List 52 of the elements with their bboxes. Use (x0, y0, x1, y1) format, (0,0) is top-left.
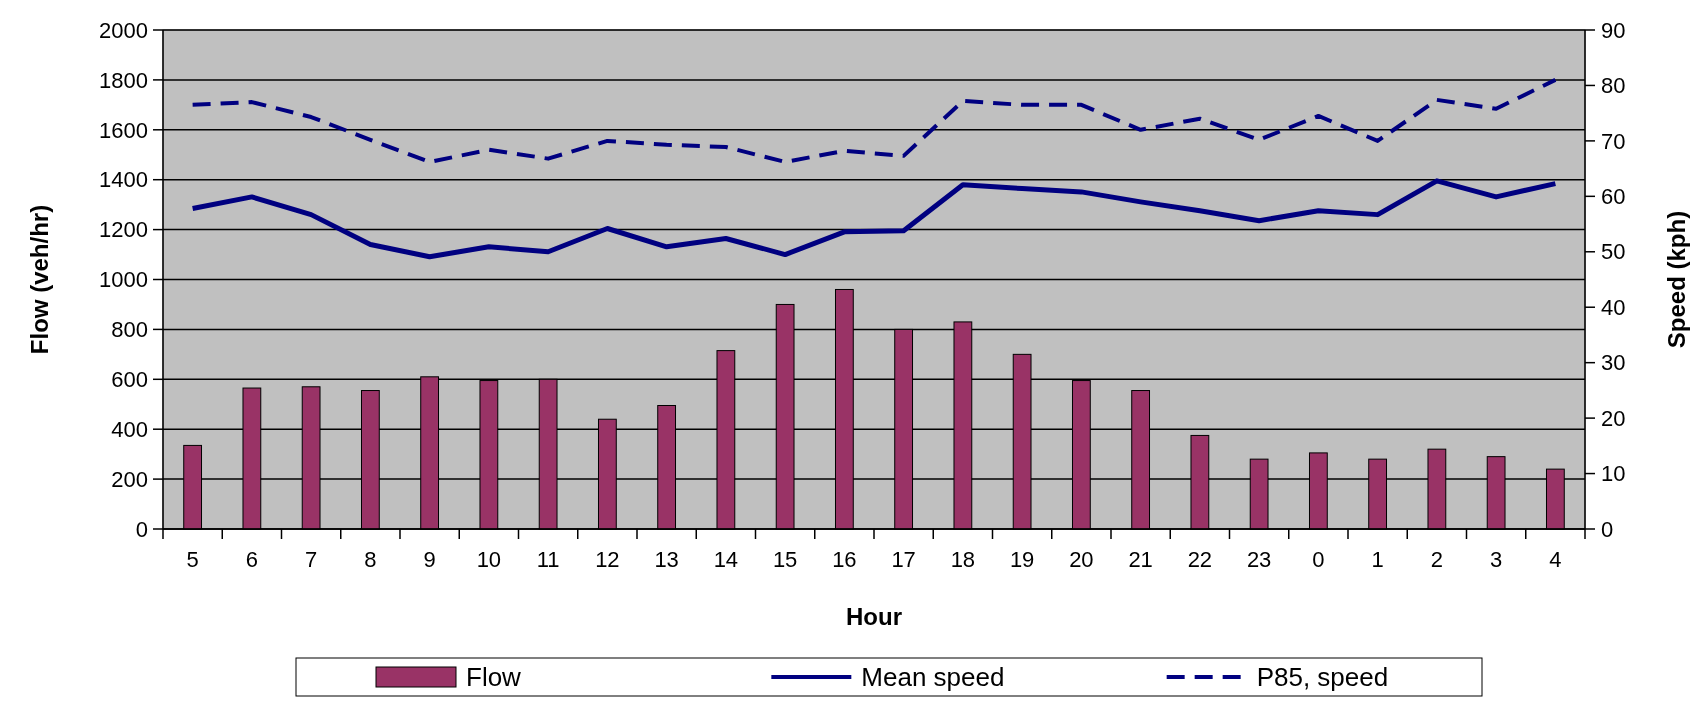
y-axis-title: Flow (veh/hr) (26, 204, 53, 355)
y2-tick-label: 50 (1601, 239, 1626, 265)
y-tick-label: 1400 (99, 167, 148, 193)
x-tick-label: 13 (654, 547, 679, 572)
y-tick-label: 1000 (99, 267, 148, 293)
x-tick-label: 6 (245, 547, 258, 572)
y-tick-label: 600 (111, 367, 148, 392)
x-tick-label: 18 (950, 547, 976, 572)
x-tick-label: 4 (1549, 547, 1562, 572)
x-axis-title: Hour (846, 603, 902, 630)
y-tick-label: 0 (135, 516, 148, 542)
x-tick-label: 17 (891, 547, 916, 572)
y-tick-label: 2000 (99, 17, 148, 43)
y2-tick-label: 70 (1601, 128, 1626, 154)
x-tick-label: 8 (364, 547, 377, 572)
x-tick-label: 7 (305, 547, 318, 572)
y2-tick-label: 0 (1601, 516, 1614, 542)
y-tick-label: 400 (111, 416, 148, 442)
y-tick-label: 200 (111, 466, 148, 492)
y2-tick-label: 30 (1601, 350, 1626, 376)
legend-label: P85, speed (1256, 662, 1389, 693)
x-tick-label: 20 (1069, 547, 1094, 572)
y-tick-label: 1200 (99, 217, 148, 243)
x-tick-label: 21 (1128, 547, 1153, 572)
y2-tick-label: 60 (1601, 184, 1626, 210)
y2-tick-label: 80 (1601, 73, 1626, 99)
x-tick-label: 1 (1371, 547, 1384, 572)
x-tick-label: 9 (423, 547, 436, 572)
x-tick-label: 15 (772, 547, 798, 572)
y2-tick-label: 90 (1601, 17, 1626, 43)
x-tick-label: 19 (1009, 547, 1035, 572)
y-tick-label: 800 (111, 317, 148, 343)
x-tick-label: 10 (476, 547, 502, 572)
x-tick-label: 23 (1246, 547, 1272, 572)
y2-tick-label: 10 (1601, 461, 1626, 487)
legend-label: Mean speed (861, 662, 1005, 693)
x-tick-label: 5 (186, 547, 199, 572)
x-tick-label: 16 (832, 547, 857, 572)
y-tick-label: 1600 (99, 117, 148, 143)
y-tick-label: 1800 (99, 67, 148, 93)
y2-axis-title: Speed (kph) (1663, 210, 1690, 349)
x-tick-label: 2 (1430, 547, 1443, 572)
x-tick-label: 11 (536, 547, 560, 572)
x-tick-label: 0 (1312, 547, 1325, 572)
line-series (190, 77, 1558, 164)
x-tick-label: 3 (1490, 547, 1503, 572)
x-tick-label: 12 (595, 547, 620, 572)
x-tick-label: 22 (1187, 547, 1213, 572)
legend-label: Flow (466, 662, 522, 693)
y2-tick-label: 40 (1601, 294, 1626, 320)
x-tick-label: 14 (713, 547, 739, 572)
y2-tick-label: 20 (1601, 405, 1626, 431)
